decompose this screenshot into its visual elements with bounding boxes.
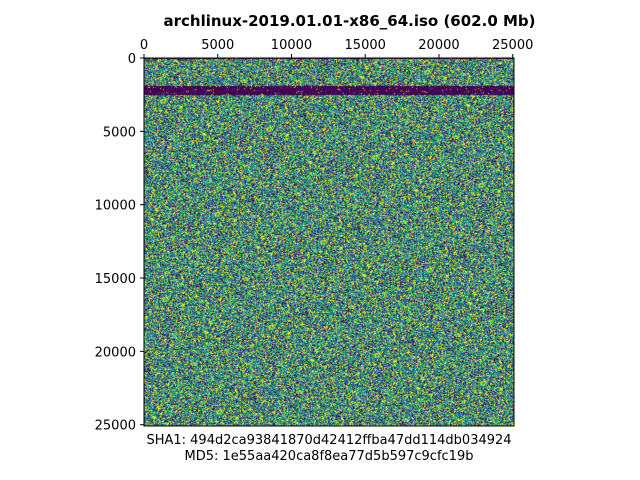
md5-caption: MD5: 1e55aa420ca8f8ea77d5b597c9cfc19b — [185, 449, 474, 464]
x-axis-top: 0 5000 10000 15000 20000 25000 — [140, 38, 533, 58]
heatmap-canvas — [144, 58, 514, 426]
y-tick-label: 20000 — [95, 345, 136, 360]
x-tick-label: 15000 — [345, 38, 386, 53]
x-tick-label: 25000 — [492, 38, 533, 53]
y-tick-label: 5000 — [103, 125, 136, 140]
y-axis-left: 0 5000 10000 15000 20000 25000 — [95, 52, 144, 434]
x-tick-label: 5000 — [201, 38, 234, 53]
plot-frame — [143, 57, 515, 427]
x-tick-label: 0 — [140, 38, 148, 53]
y-tick-label: 25000 — [95, 419, 136, 434]
heatmap-plot-area — [144, 58, 514, 426]
x-tick-label: 20000 — [418, 38, 459, 53]
y-tick-label: 15000 — [95, 272, 136, 287]
sha1-caption: SHA1: 494d2ca93841870d42412ffba47dd114db… — [146, 433, 511, 448]
y-tick-label: 10000 — [95, 199, 136, 214]
y-tick-label: 0 — [128, 52, 136, 67]
x-tick-label: 10000 — [271, 38, 312, 53]
chart-title: archlinux-2019.01.01-x86_64.iso (602.0 M… — [163, 12, 535, 30]
